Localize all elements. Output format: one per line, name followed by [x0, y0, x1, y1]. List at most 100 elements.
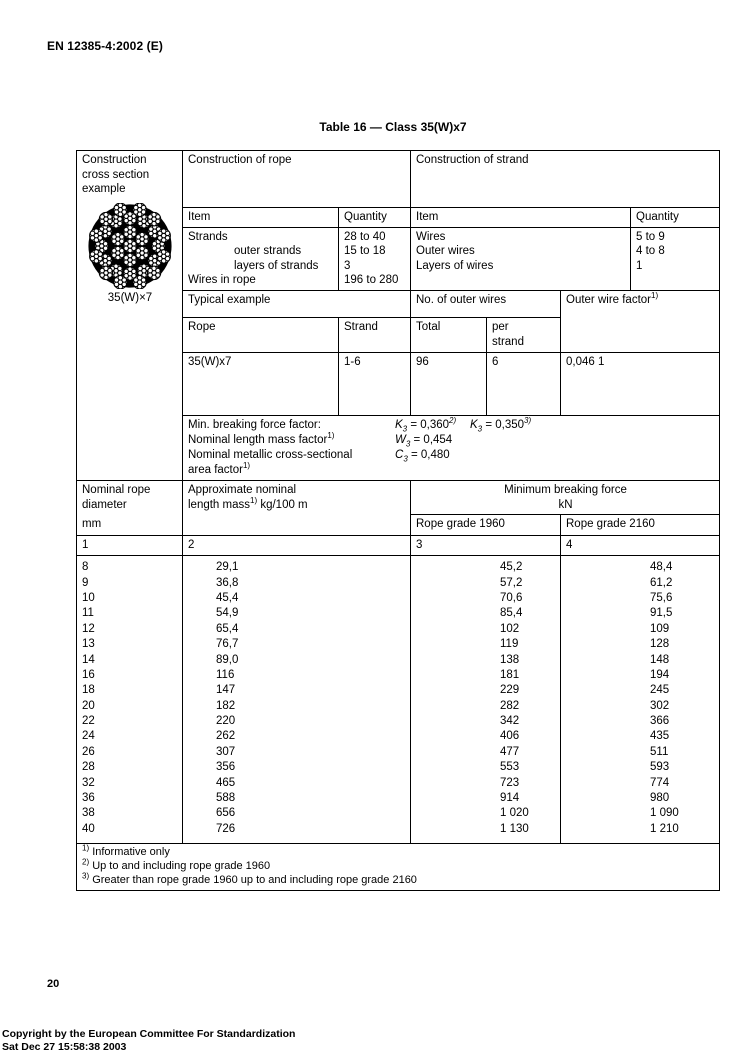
factor-label-cross-sectional-a: Nominal metallic cross-sectional — [188, 448, 353, 461]
data-value: 36 — [82, 792, 95, 805]
cross-section-cell: Construction cross section example — [76, 150, 183, 481]
data-value: 342 — [500, 715, 520, 728]
data-value: 128 — [650, 638, 670, 651]
page-header: EN 12385-4:2002 (E) — [47, 39, 163, 53]
data-value: 18 — [82, 684, 95, 697]
typical-per-strand-value: 6 — [486, 351, 561, 405]
copyright-footer: Copyright by the European Committee For … — [2, 1028, 295, 1054]
table-row: 8 9 10 11 12 13 14 16 18 20 22 24 26 28 32 36 38 40 29,1 3… — [76, 555, 721, 845]
rope-qty-0: 28 to 40 — [344, 230, 386, 243]
data-value: 220 — [216, 715, 236, 728]
strand-item-header: Item — [410, 207, 631, 228]
data-value: 406 — [500, 730, 520, 743]
data-value: 435 — [650, 730, 670, 743]
rope-item-2: layers of strands — [234, 259, 319, 272]
rope-qty-1: 15 to 18 — [344, 245, 386, 258]
timestamp-line: Sat Dec 27 15:58:38 2003 — [2, 1041, 127, 1054]
rope-item-header: Item — [182, 207, 339, 228]
data-value: 24 — [82, 730, 95, 743]
factor-label-breaking-force: Min. breaking force factor: — [188, 418, 321, 431]
strand-item-2: Layers of wires — [416, 259, 494, 272]
rope-item-0: Strands — [188, 230, 228, 243]
data-value: 45,4 — [216, 591, 239, 604]
page-number: 20 — [47, 978, 60, 990]
table-row: 1) Informative only 2) Up to and includi… — [75, 843, 721, 892]
head-nominal-diameter: Nominal rope diameter mm — [76, 479, 183, 537]
data-value: 366 — [650, 715, 670, 728]
footnote-3: 3) Greater than rope grade 1960 up to an… — [82, 871, 417, 887]
data-value: 45,2 — [500, 561, 523, 574]
table-row: 1 2 3 4 — [76, 535, 721, 557]
data-value: 16 — [82, 668, 95, 681]
strand-items-cell: Wires Outer wires Layers of wires — [410, 226, 631, 291]
factor-row-cross-sectional-area-cont: area factor1) — [188, 461, 715, 478]
data-column-grade2160: 48,4 61,2 75,6 91,5 109 128 148 194 245 302 366 435… — [559, 555, 721, 845]
col-per-strand-header: per strand — [486, 316, 561, 353]
factor-row-cross-sectional-area: Nominal metallic cross-sectional C3 = 0,… — [188, 448, 715, 463]
grade2160-values: 48,4 61,2 75,6 91,5 109 128 148 194 245 302 366 435… — [561, 556, 719, 843]
factor-value-w3: W3 = 0,454 — [395, 433, 453, 449]
data-value: 40 — [82, 822, 95, 835]
data-value: 119 — [500, 638, 519, 651]
head-approximate-mass: Approximate nominal length mass1) kg/100… — [182, 479, 411, 537]
factor-value-c3: C3 = 0,480 — [395, 448, 450, 464]
data-value: 12 — [82, 622, 95, 635]
data-value: 48,4 — [650, 561, 673, 574]
spacer-cell-3 — [410, 404, 487, 416]
strand-qty-2: 1 — [636, 259, 643, 272]
cross-section-caption: 35(W)×7 — [107, 291, 153, 304]
data-value: 9 — [82, 576, 89, 589]
strand-quantities-cell: 5 to 9 4 to 8 1 — [629, 226, 721, 291]
data-value: 10 — [82, 591, 95, 604]
data-value: 8 — [82, 561, 89, 574]
data-value: 262 — [216, 730, 236, 743]
rope-item-3: Wires in rope — [188, 274, 256, 287]
head-rope-grade-1960: Rope grade 1960 — [410, 514, 561, 537]
table-row: Item Quantity Item Quantity — [77, 207, 721, 228]
factors-cell: Min. breaking force factor: K3 = 0,3602)… — [181, 414, 721, 481]
data-value: 65,4 — [216, 622, 239, 635]
rope-section-title: Construction of rope — [182, 150, 411, 208]
data-value: 282 — [500, 699, 520, 712]
data-value: 1 090 — [650, 807, 679, 820]
factor-value-k3-b: K3 = 0,3503) — [470, 416, 532, 434]
data-value: 914 — [500, 792, 520, 805]
data-value: 245 — [650, 684, 670, 697]
table-row: Typical example No. of outer wires Outer… — [77, 289, 721, 353]
data-value: 656 — [216, 807, 236, 820]
head-rope-grade-2160: Rope grade 2160 — [559, 514, 721, 537]
data-value: 593 — [650, 761, 670, 774]
data-value: 38 — [82, 807, 95, 820]
data-value: 980 — [650, 792, 670, 805]
table-row: Rope Strand Total per strand — [77, 316, 720, 353]
table-title: Table 16 — Class 35(W)x7 — [0, 120, 750, 134]
typical-outer-wire-factor-value: 0,046 1 — [559, 351, 721, 405]
rope-qty-3: 196 to 280 — [344, 274, 399, 287]
factor-row-breaking-force: Min. breaking force factor: K3 = 0,3602)… — [188, 416, 715, 434]
footnote-2: 2) Up to and including rope grade 1960 — [82, 857, 271, 873]
typical-total-value: 96 — [410, 351, 487, 405]
data-column-diameter: 8 9 10 11 12 13 14 16 18 20 22 24 26 28 32 36 38 40 — [76, 555, 183, 845]
class-35w7-table: Construction cross section example — [75, 150, 721, 892]
table-row: Strands outer strands layers of strands … — [77, 226, 721, 291]
table-row: Construction cross section example — [76, 150, 721, 481]
data-value: 85,4 — [500, 607, 523, 620]
factor-value-k3-a: K3 = 0,3602) — [395, 416, 457, 434]
diameter-values: 8 9 10 11 12 13 14 16 18 20 22 24 26 28 32 36 38 40 — [77, 556, 182, 843]
colnum-3: 3 — [410, 535, 561, 557]
data-value: 148 — [650, 653, 670, 666]
data-value: 723 — [500, 776, 520, 789]
rope-quantity-header: Quantity — [338, 207, 411, 228]
data-value: 13 — [82, 638, 95, 651]
data-value: 26 — [82, 745, 95, 758]
colnum-1: 1 — [76, 535, 183, 557]
mass-values: 29,1 36,8 45,4 54,9 65,4 76,7 89,0 116 147 182 220… — [183, 556, 410, 843]
data-value: 138 — [500, 653, 520, 666]
data-value: 1 130 — [500, 822, 529, 835]
outer-wires-title: No. of outer wires — [410, 289, 561, 318]
data-value: 89,0 — [216, 653, 239, 666]
data-value: 109 — [650, 622, 670, 635]
data-value: 70,6 — [500, 591, 523, 604]
factor-label-cross-sectional-b: area factor1) — [188, 461, 251, 476]
data-value: 32 — [82, 776, 95, 789]
